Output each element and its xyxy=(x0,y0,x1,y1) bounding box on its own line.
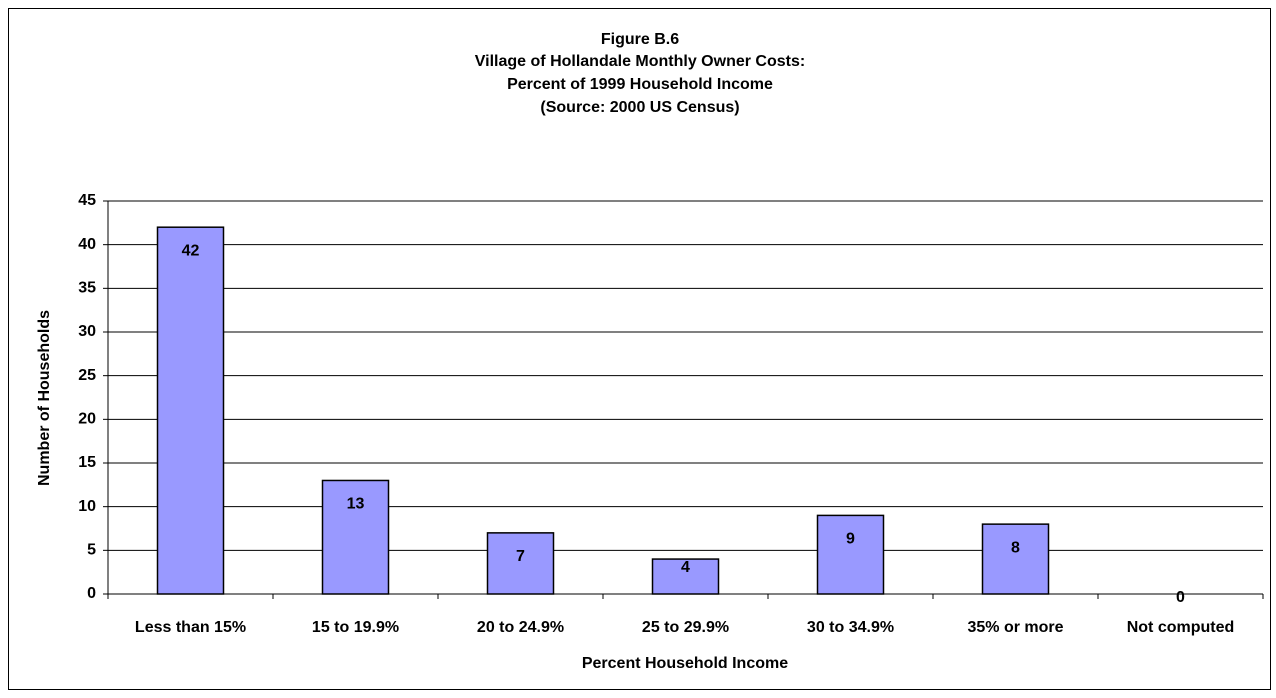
y-tick-label: 10 xyxy=(78,498,96,515)
x-tick-label: Less than 15% xyxy=(135,619,246,636)
chart-title: (Source: 2000 US Census) xyxy=(540,99,739,116)
y-tick-label: 30 xyxy=(78,323,96,340)
y-tick-label: 5 xyxy=(87,542,96,559)
bar xyxy=(321,479,390,595)
data-label: 8 xyxy=(1011,539,1020,556)
bar xyxy=(651,558,720,595)
x-tick-label: 20 to 24.9% xyxy=(477,619,564,636)
y-tick-label: 25 xyxy=(78,367,96,384)
y-tick-label: 15 xyxy=(78,454,96,471)
data-label: 0 xyxy=(1176,589,1185,606)
chart-title: Figure B.6 xyxy=(601,31,679,48)
x-tick-label: 35% or more xyxy=(967,619,1063,636)
y-tick-label: 0 xyxy=(87,585,96,602)
data-label: 4 xyxy=(681,559,690,576)
x-tick-label: 15 to 19.9% xyxy=(312,619,399,636)
y-tick-label: 35 xyxy=(78,280,96,297)
x-axis-label: Percent Household Income xyxy=(582,655,788,672)
y-tick-label: 20 xyxy=(78,411,96,428)
bar xyxy=(981,523,1050,595)
data-label: 13 xyxy=(347,496,365,513)
chart-title: Percent of 1999 Household Income xyxy=(507,76,773,93)
bar xyxy=(486,532,555,595)
data-label: 7 xyxy=(516,548,525,565)
x-tick-label: Not computed xyxy=(1127,619,1235,636)
x-tick-label: 30 to 34.9% xyxy=(807,619,894,636)
y-axis-label: Number of Households xyxy=(36,310,53,486)
data-label: 9 xyxy=(846,531,855,548)
y-tick-label: 40 xyxy=(78,236,96,253)
y-tick-label: 45 xyxy=(78,192,96,209)
chart-title: Village of Hollandale Monthly Owner Cost… xyxy=(475,53,805,70)
bar xyxy=(156,226,225,595)
data-label: 42 xyxy=(182,242,200,259)
bar xyxy=(816,514,885,595)
x-tick-label: 25 to 29.9% xyxy=(642,619,729,636)
